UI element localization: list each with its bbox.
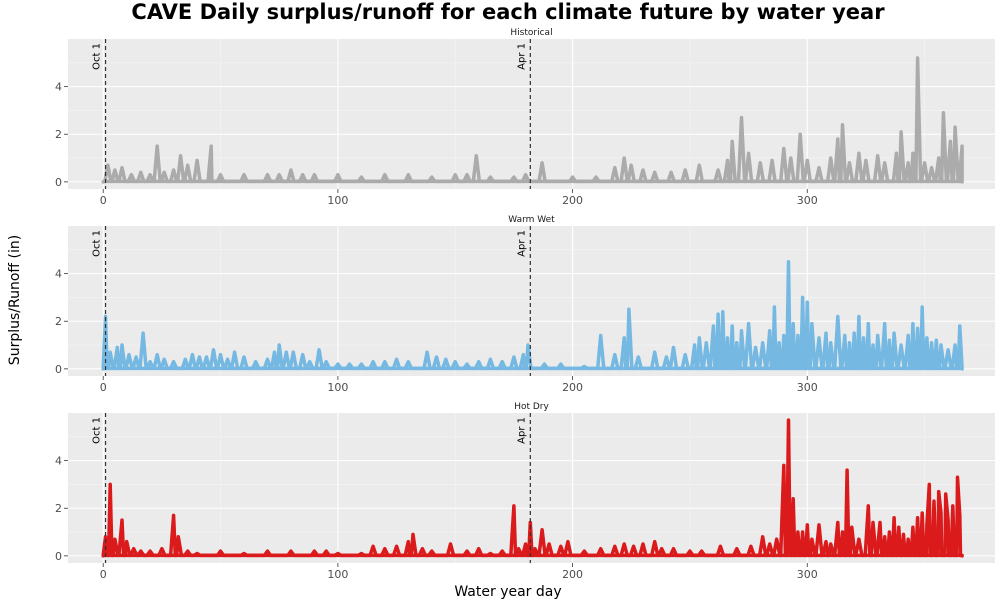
y-tick-label: 4: [55, 268, 62, 281]
panel-historical: Historical Oct 1 Apr 1 0 100 200 300 0 2 4: [55, 28, 995, 207]
x-tick-label: 0: [100, 568, 107, 581]
panel-strip-label: Hot Dry: [514, 402, 549, 412]
y-tick-label: 0: [55, 176, 62, 189]
panel-strip-label: Warm Wet: [508, 215, 555, 225]
x-axis-title: Water year day: [454, 584, 561, 600]
panel-warm-wet: Warm Wet Oct 1 Apr 1 0 100 200 300 0 2 4: [55, 215, 995, 394]
x-tick-label: 200: [562, 194, 583, 207]
x-tick-label: 200: [562, 381, 583, 394]
x-tick-label: 300: [797, 194, 818, 207]
y-axis-title: Surplus/Runoff (in): [7, 235, 23, 365]
y-tick-label: 4: [55, 455, 62, 468]
y-tick-label: 2: [55, 502, 62, 515]
y-tick-label: 4: [55, 81, 62, 94]
reference-label: Apr 1: [516, 230, 527, 257]
x-tick-label: 300: [797, 381, 818, 394]
y-tick-label: 0: [55, 550, 62, 563]
reference-label: Oct 1: [92, 417, 103, 444]
reference-label: Oct 1: [92, 43, 103, 70]
y-tick-label: 2: [55, 128, 62, 141]
x-tick-label: 100: [327, 194, 348, 207]
y-tick-label: 0: [55, 363, 62, 376]
y-tick-label: 2: [55, 315, 62, 328]
reference-label: Apr 1: [516, 417, 527, 444]
x-tick-label: 0: [100, 194, 107, 207]
panel-hot-dry: Hot Dry Oct 1 Apr 1 0 100 200 300 0 2 4: [55, 402, 995, 581]
x-tick-label: 300: [797, 568, 818, 581]
reference-label: Oct 1: [92, 230, 103, 257]
x-tick-label: 100: [327, 381, 348, 394]
x-tick-label: 100: [327, 568, 348, 581]
x-tick-label: 200: [562, 568, 583, 581]
panel-strip-label: Historical: [510, 28, 552, 38]
chart-title: CAVE Daily surplus/runoff for each clima…: [131, 0, 885, 24]
reference-label: Apr 1: [516, 43, 527, 70]
x-tick-label: 0: [100, 381, 107, 394]
